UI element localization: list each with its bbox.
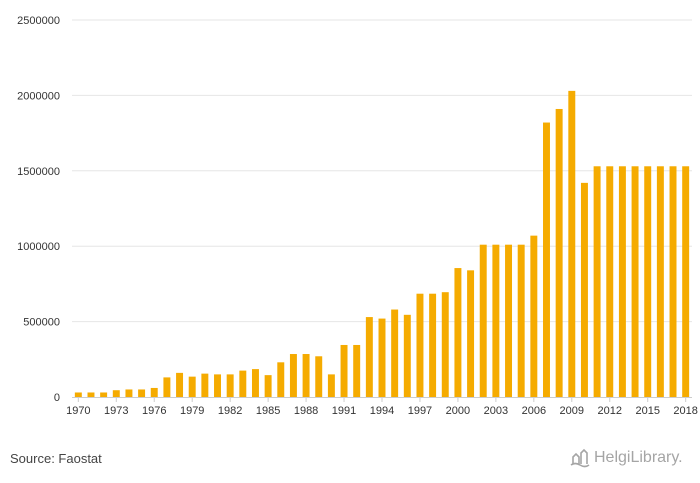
bar-1998[interactable] xyxy=(429,293,437,397)
x-tick-label: 2006 xyxy=(522,405,546,417)
bar-1999[interactable] xyxy=(441,292,449,397)
x-tick-label: 1973 xyxy=(104,405,128,417)
bar-1988[interactable] xyxy=(302,354,310,397)
x-tick-label: 2003 xyxy=(484,405,508,417)
bar-1977[interactable] xyxy=(163,377,171,397)
x-tick-label: 1979 xyxy=(180,405,204,417)
bars xyxy=(74,90,690,398)
y-tick-label: 1500000 xyxy=(17,166,60,178)
bar-2010[interactable] xyxy=(580,182,588,397)
bar-2013[interactable] xyxy=(618,166,626,397)
bar-1991[interactable] xyxy=(340,344,348,397)
bar-1984[interactable] xyxy=(251,369,259,397)
bar-2009[interactable] xyxy=(568,90,576,397)
bar-1982[interactable] xyxy=(226,374,234,397)
bar-1992[interactable] xyxy=(353,344,361,397)
bar-1972[interactable] xyxy=(100,392,108,397)
bar-2007[interactable] xyxy=(543,122,550,397)
bar-1970[interactable] xyxy=(74,392,82,397)
y-tick-label: 2000000 xyxy=(17,90,60,102)
bar-2001[interactable] xyxy=(467,270,475,397)
bar-2011[interactable] xyxy=(593,166,601,397)
bar-1980[interactable] xyxy=(201,373,209,397)
bar-2015[interactable] xyxy=(644,166,652,397)
source-label: Source: Faostat xyxy=(10,451,102,466)
x-tick-label: 1997 xyxy=(408,405,432,417)
brand-logo-link[interactable]: HelgiLibrary. xyxy=(570,448,683,468)
bar-2002[interactable] xyxy=(479,244,487,397)
y-tick-label: 0 xyxy=(54,392,60,404)
bar-1971[interactable] xyxy=(87,392,95,397)
bar-chart: 0 500000 1000000 1500000 2000000 2500000 1970… xyxy=(17,15,698,417)
bar-1990[interactable] xyxy=(327,374,335,397)
bar-1973[interactable] xyxy=(112,390,120,397)
x-tick-label: 1994 xyxy=(370,405,394,417)
bar-1981[interactable] xyxy=(214,374,221,397)
gridlines xyxy=(72,19,692,323)
x-tick-label: 2018 xyxy=(673,405,697,417)
bar-2008[interactable] xyxy=(555,108,563,398)
bar-1986[interactable] xyxy=(277,362,285,397)
x-tick-label: 2012 xyxy=(598,405,622,417)
bar-1974[interactable] xyxy=(125,389,133,397)
bar-2003[interactable] xyxy=(492,244,500,397)
bar-1983[interactable] xyxy=(239,370,247,397)
y-tick-label: 500000 xyxy=(23,317,60,329)
bar-1989[interactable] xyxy=(315,356,323,397)
x-tick-label: 2015 xyxy=(635,405,659,417)
bar-1976[interactable] xyxy=(150,387,158,397)
bar-1987[interactable] xyxy=(289,354,297,397)
bar-2017[interactable] xyxy=(669,166,677,397)
y-tick-label: 1000000 xyxy=(17,241,60,253)
bar-2018[interactable] xyxy=(682,166,690,397)
bar-2016[interactable] xyxy=(656,166,664,397)
x-axis: 1970 1973 1976 1979 1982 1985 1988 1991 1994 1997… xyxy=(66,397,698,417)
x-tick-label: 1988 xyxy=(294,405,318,417)
bar-1995[interactable] xyxy=(391,309,399,397)
bar-1975[interactable] xyxy=(138,389,146,397)
library-logo-icon xyxy=(570,448,590,468)
bar-1985[interactable] xyxy=(264,375,272,397)
x-tick-label: 2009 xyxy=(560,405,584,417)
bar-2014[interactable] xyxy=(631,166,639,397)
y-axis-labels: 0 500000 1000000 1500000 2000000 2500000 xyxy=(17,15,60,404)
x-tick-label: 1970 xyxy=(66,405,90,417)
brand-name: HelgiLibrary. xyxy=(594,449,683,466)
x-tick-label: 1991 xyxy=(332,405,356,417)
x-tick-label: 1985 xyxy=(256,405,280,417)
x-tick-label: 1976 xyxy=(142,405,166,417)
bar-2012[interactable] xyxy=(606,166,614,397)
bar-1997[interactable] xyxy=(416,293,424,397)
bar-1979[interactable] xyxy=(188,376,196,397)
x-tick-label: 2000 xyxy=(446,405,470,417)
bar-2000[interactable] xyxy=(454,268,462,397)
bar-1994[interactable] xyxy=(378,318,386,397)
bar-1993[interactable] xyxy=(365,317,373,397)
bar-2005[interactable] xyxy=(517,244,525,397)
x-tick-label: 1982 xyxy=(218,405,242,417)
bar-2004[interactable] xyxy=(505,244,513,397)
bar-1996[interactable] xyxy=(403,314,411,397)
y-tick-label: 2500000 xyxy=(17,15,60,27)
bar-1978[interactable] xyxy=(176,372,184,397)
bar-2006[interactable] xyxy=(530,235,538,397)
